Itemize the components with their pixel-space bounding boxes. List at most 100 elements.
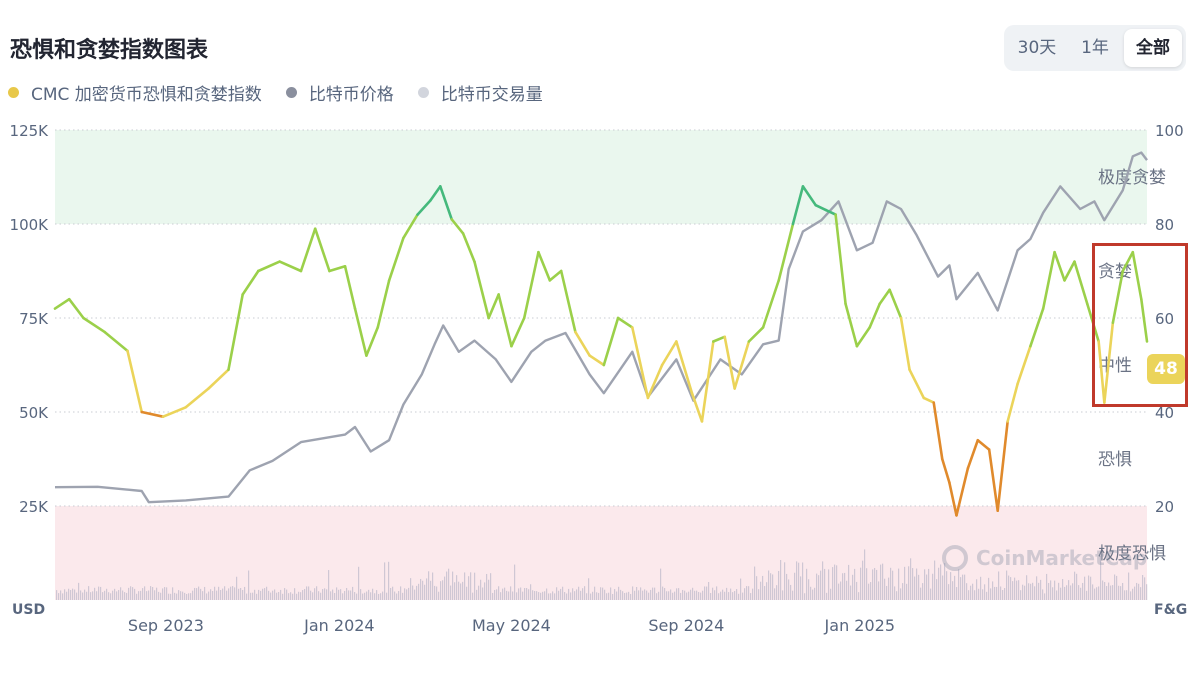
- volume-bar: [78, 582, 80, 600]
- volume-bar: [102, 592, 104, 600]
- volume-bar: [324, 588, 326, 600]
- volume-bar: [954, 575, 956, 600]
- fear-greed-segment: [747, 326, 765, 343]
- volume-bar: [308, 586, 310, 600]
- volume-bar: [1132, 588, 1134, 600]
- volume-bar: [1022, 584, 1024, 600]
- volume-bar: [532, 590, 534, 600]
- volume-bar: [976, 579, 978, 600]
- right-axis-tick-label: 40: [1155, 404, 1174, 422]
- volume-bar: [1014, 577, 1016, 600]
- volume-bar: [988, 577, 990, 600]
- fear-greed-segment: [824, 208, 837, 216]
- fear-greed-segment: [497, 293, 513, 348]
- volume-bar: [172, 587, 174, 600]
- volume-bar: [1046, 573, 1048, 600]
- volume-bar: [384, 562, 386, 600]
- volume-bar: [786, 573, 788, 600]
- x-axis-tick-label: May 2024: [472, 616, 551, 635]
- fear-greed-segment: [588, 354, 606, 367]
- volume-bar: [706, 586, 708, 600]
- fear-greed-segment: [559, 269, 577, 334]
- volume-bar: [580, 590, 582, 600]
- volume-bar: [174, 592, 176, 600]
- fear-greed-segment: [922, 396, 936, 404]
- volume-bar: [1082, 582, 1084, 600]
- volume-bar: [474, 572, 476, 600]
- volume-bar: [152, 587, 154, 600]
- volume-bar: [146, 591, 148, 600]
- volume-bar: [372, 588, 374, 600]
- volume-bar: [986, 591, 988, 600]
- fear-greed-segment: [53, 297, 71, 310]
- zone-label: 中性: [1098, 356, 1132, 376]
- volume-bar: [634, 590, 636, 600]
- volume-bar: [926, 574, 928, 600]
- legend-item-btc-volume[interactable]: 比特币交易量: [417, 80, 543, 105]
- volume-bar: [620, 589, 622, 600]
- legend-label-fear-greed: CMC 加密货币恐惧和贪婪指数: [31, 85, 262, 105]
- volume-bar: [168, 593, 170, 600]
- volume-bar: [84, 589, 86, 600]
- volume-bar: [964, 574, 966, 600]
- volume-bar: [1114, 574, 1116, 600]
- volume-bar: [382, 591, 384, 600]
- legend-item-btc-price[interactable]: 比特币价格: [285, 80, 394, 105]
- volume-bar: [540, 592, 542, 600]
- volume-bar: [728, 592, 730, 600]
- volume-bar: [64, 589, 66, 600]
- right-axis-tick-label: 60: [1155, 310, 1174, 328]
- volume-bar: [746, 586, 748, 600]
- volume-bar: [610, 587, 612, 600]
- volume-bar: [816, 573, 818, 600]
- volume-bar: [646, 590, 648, 600]
- volume-bar: [796, 561, 798, 600]
- volume-bar: [856, 581, 858, 600]
- volume-bar: [946, 571, 948, 600]
- volume-bar: [644, 589, 646, 600]
- range-1y-button[interactable]: 1年: [1081, 38, 1109, 58]
- volume-bar: [724, 591, 726, 600]
- volume-bar: [1016, 580, 1018, 600]
- volume-bar: [1032, 582, 1034, 600]
- volume-bar: [908, 566, 910, 600]
- volume-bar: [1092, 584, 1094, 600]
- volume-bar: [232, 586, 234, 600]
- left-axis-tick-label: 25K: [19, 498, 49, 516]
- volume-bar: [680, 592, 682, 600]
- range-all-button[interactable]: 全部: [1124, 29, 1182, 67]
- volume-bar: [1006, 570, 1008, 600]
- volume-bar: [72, 588, 74, 600]
- volume-bar: [642, 590, 644, 600]
- range-30d-button[interactable]: 30天: [1017, 38, 1057, 58]
- volume-bar: [650, 589, 652, 600]
- volume-bar: [404, 588, 406, 600]
- volume-bar: [700, 592, 702, 600]
- right-axis-tick-label: 20: [1155, 498, 1174, 516]
- volume-bar: [208, 591, 210, 600]
- volume-bar: [1076, 573, 1078, 600]
- volume-bar: [504, 587, 506, 600]
- volume-bar: [886, 585, 888, 600]
- legend-dot-btc-volume: [417, 87, 429, 98]
- fear-greed-segment: [82, 316, 107, 334]
- volume-bar: [1002, 590, 1004, 600]
- fear-greed-segment: [932, 401, 944, 461]
- volume-bar: [432, 572, 434, 600]
- volume-bar: [158, 591, 160, 600]
- volume-bar: [940, 564, 942, 600]
- volume-bar: [794, 572, 796, 600]
- volume-bar: [1130, 591, 1132, 600]
- volume-bar: [1146, 584, 1148, 600]
- volume-bar: [430, 580, 432, 600]
- volume-bar: [732, 592, 734, 600]
- volume-bar: [996, 586, 998, 600]
- volume-bar: [1056, 590, 1058, 600]
- volume-bar: [144, 586, 146, 600]
- legend-item-fear-greed[interactable]: CMC 加密货币恐惧和贪婪指数: [8, 80, 262, 105]
- volume-bar: [1062, 579, 1064, 600]
- volume-bar: [342, 593, 344, 600]
- volume-bar: [130, 586, 132, 600]
- volume-bar: [156, 587, 158, 600]
